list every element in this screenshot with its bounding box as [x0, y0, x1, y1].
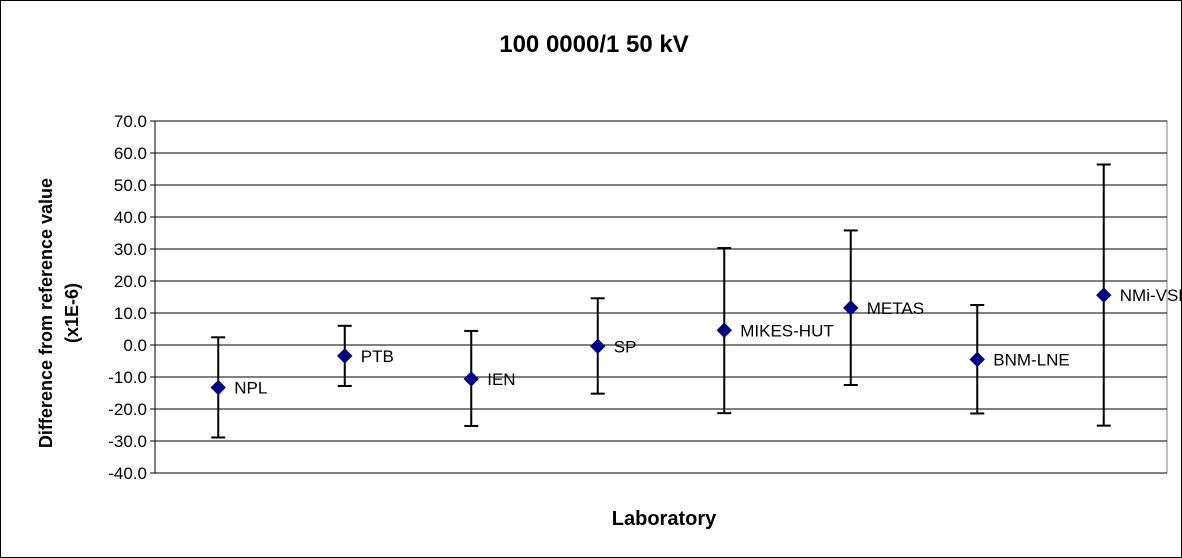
data-point [1096, 287, 1112, 303]
y-tick-label: 0.0 [123, 336, 147, 355]
data-point [210, 379, 226, 396]
y-tick-label: 20.0 [114, 272, 147, 291]
y-tick-label: -30.0 [108, 432, 147, 451]
data-label: IEN [487, 370, 515, 389]
y-axis-label-line-1: Difference from reference value [36, 178, 56, 448]
series-group: NPL PTB IEN SP MIKES-HUT METAS BNM-LNE NMi-VSL [210, 163, 1182, 439]
data-point [337, 348, 353, 364]
y-tick-label: 30.0 [114, 240, 147, 259]
y-tick-label: -10.0 [108, 368, 147, 387]
data-point [969, 351, 985, 368]
chart-title: 100 0000/1 50 kV [499, 31, 689, 58]
y-tick-label: 60.0 [114, 144, 147, 163]
y-axis-ticks: 70.0 60.0 50.0 40.0 30.0 20.0 10.0 0.0 -10.0 -20.… [108, 112, 155, 483]
y-tick-label: 50.0 [114, 176, 147, 195]
y-tick-label: -40.0 [108, 464, 147, 483]
data-point [716, 322, 732, 338]
y-tick-label: 40.0 [114, 208, 147, 227]
data-label: METAS [867, 299, 924, 318]
data-label: MIKES-HUT [740, 321, 834, 340]
gridlines [155, 120, 1167, 474]
data-point [843, 300, 859, 316]
data-label: NMi-VSL [1120, 286, 1182, 305]
y-tick-label: 70.0 [114, 112, 147, 131]
data-label: PTB [361, 347, 394, 366]
y-axis-label-line-2: (x1E-6) [62, 283, 82, 343]
data-point [463, 371, 479, 387]
y-tick-label: 10.0 [114, 304, 147, 323]
data-point [590, 338, 606, 354]
data-label: BNM-LNE [993, 350, 1070, 369]
x-axis-label: Laboratory [612, 508, 717, 530]
data-label: SP [614, 337, 637, 356]
data-label: NPL [234, 379, 267, 398]
y-tick-label: -20.0 [108, 400, 147, 419]
